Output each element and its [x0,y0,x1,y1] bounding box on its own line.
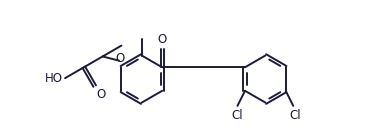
Text: Cl: Cl [232,109,243,122]
Text: O: O [157,33,167,46]
Text: O: O [96,89,105,102]
Text: HO: HO [45,72,63,85]
Text: Cl: Cl [289,109,301,122]
Text: O: O [115,52,125,65]
